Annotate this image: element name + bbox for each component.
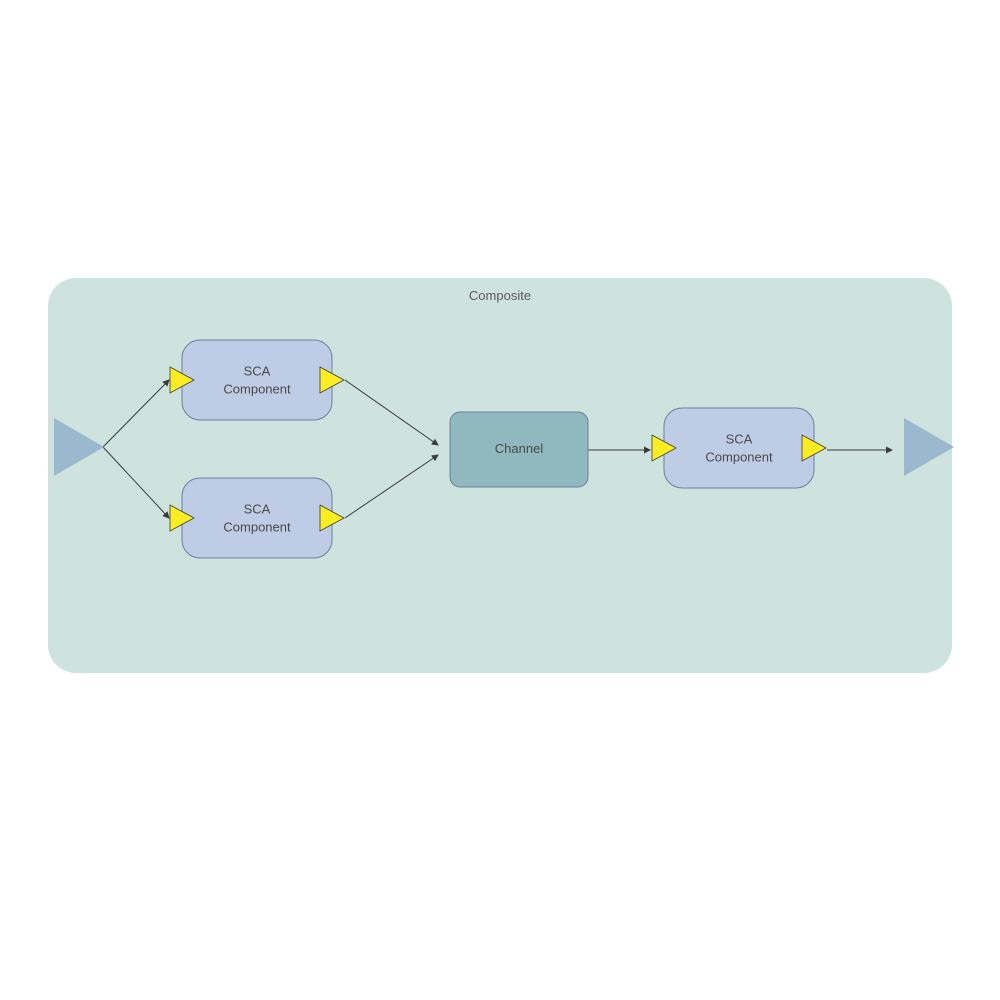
svg-text:SCA: SCA [244, 363, 271, 378]
svg-text:SCA: SCA [726, 431, 753, 446]
sca-composite-diagram: Composite SCA Component SCA Component Channel… [0, 0, 1000, 1000]
svg-text:Component: Component [223, 381, 291, 396]
sca-component-node [664, 408, 814, 488]
composite-title: Composite [469, 288, 531, 303]
svg-text:Component: Component [705, 449, 773, 464]
sca-component-node [182, 340, 332, 420]
sca-component-node [182, 478, 332, 558]
svg-text:Channel: Channel [495, 441, 544, 456]
svg-text:SCA: SCA [244, 501, 271, 516]
svg-text:Component: Component [223, 519, 291, 534]
